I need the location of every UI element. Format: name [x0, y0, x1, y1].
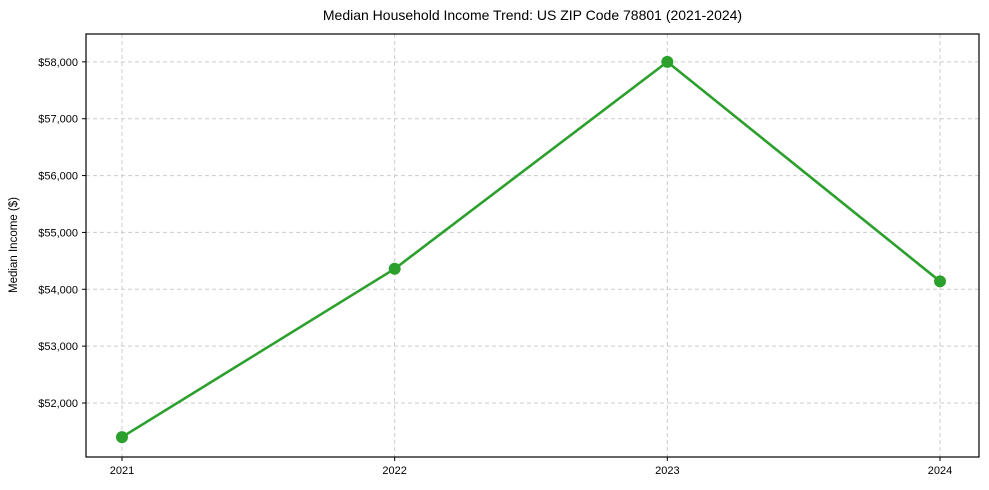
x-tick-label: 2022 — [382, 465, 406, 477]
y-tick-label: $53,000 — [38, 341, 78, 353]
data-point-marker — [388, 262, 401, 275]
data-point-marker — [115, 431, 128, 444]
data-point-marker — [661, 55, 674, 68]
y-tick-label: $54,000 — [38, 284, 78, 296]
data-point-marker — [934, 275, 947, 288]
x-tick-label: 2023 — [655, 465, 679, 477]
trend-line — [120, 60, 942, 439]
y-tick-label: $55,000 — [38, 227, 78, 239]
chart-title: Median Household Income Trend: US ZIP Co… — [322, 7, 743, 23]
y-tick-label: $52,000 — [38, 398, 78, 410]
axes-border — [85, 33, 980, 458]
x-tick-label: 2024 — [928, 465, 952, 477]
y-tick-label: $57,000 — [38, 114, 78, 126]
y-tick-label: $58,000 — [38, 57, 78, 69]
x-tick-label: 2021 — [110, 465, 134, 477]
y-tick-label: $56,000 — [38, 171, 78, 183]
